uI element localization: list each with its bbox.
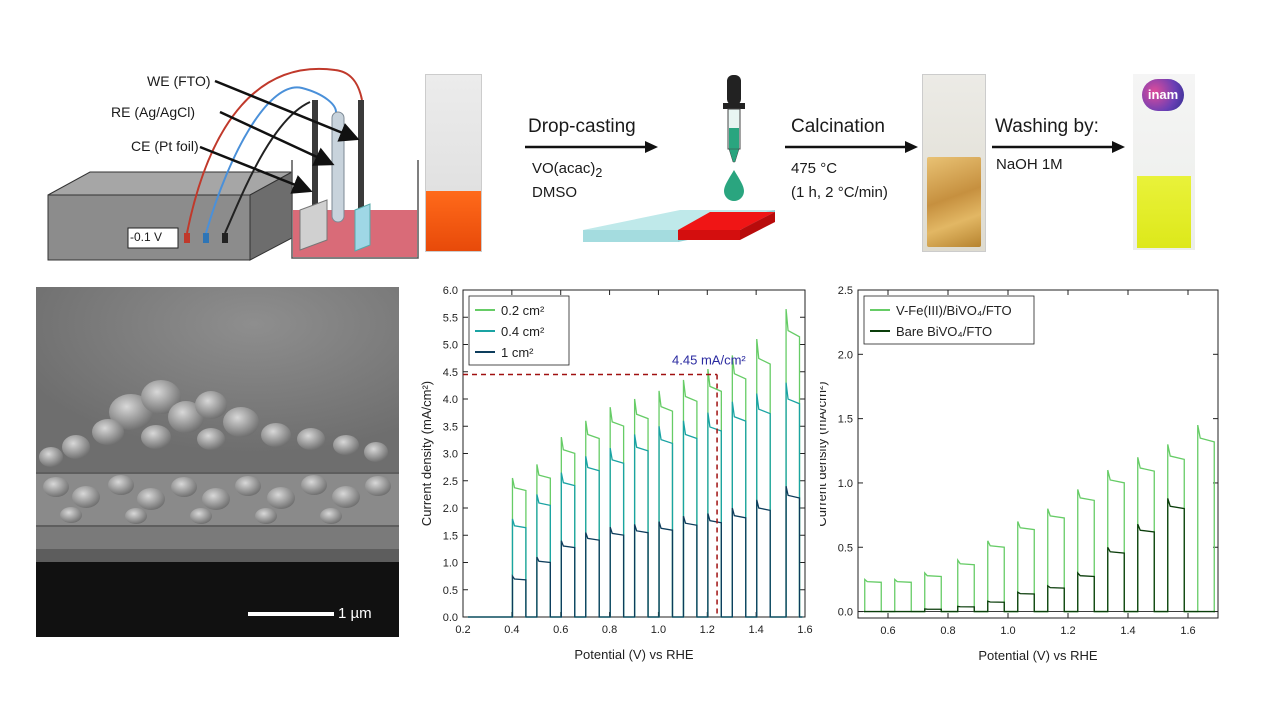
ce-label: CE (Pt foil) xyxy=(131,138,199,154)
step2-line1: 475 °C xyxy=(791,160,838,177)
y-tick-label: 6.0 xyxy=(443,285,458,297)
step1-line1: VO(acac)2 xyxy=(532,160,603,180)
annotation-label: 4.45 mA/cm² xyxy=(672,352,746,367)
x-tick-label: 0.2 xyxy=(455,624,470,636)
y-tick-label: 2.0 xyxy=(443,503,458,515)
y-tick-label: 1.0 xyxy=(443,558,458,570)
fto-substrate xyxy=(354,203,371,252)
y-tick-label: 0.0 xyxy=(838,607,853,619)
y-tick-label: 1.0 xyxy=(838,478,853,490)
legend-label-1: 0.4 cm² xyxy=(501,324,545,339)
we-pointer-arrow xyxy=(214,79,360,142)
x-tick-label: 1.2 xyxy=(700,624,715,636)
we-label: WE (FTO) xyxy=(147,73,211,89)
step1-line2: DMSO xyxy=(532,184,577,201)
y-tick-label: 5.5 xyxy=(443,312,458,324)
step2-arrow xyxy=(785,141,918,153)
step1-arrow xyxy=(525,141,658,153)
x-tick-label: 1.0 xyxy=(1000,625,1015,637)
dropper-bulb xyxy=(727,75,741,105)
y-axis-label: Current density (mA/cm²) xyxy=(820,381,829,526)
scale-bar-label: 1 µm xyxy=(338,605,372,622)
step1-title: Drop-casting xyxy=(528,116,636,137)
re-pointer-arrow xyxy=(219,110,335,166)
series-line-1 xyxy=(864,498,1215,613)
y-tick-label: 0.0 xyxy=(443,612,458,624)
y-tick-label: 2.5 xyxy=(838,285,853,297)
step2-title: Calcination xyxy=(791,116,885,137)
y-tick-label: 3.5 xyxy=(443,421,458,433)
y-tick-label: 1.5 xyxy=(838,414,853,426)
x-tick-label: 1.2 xyxy=(1060,625,1075,637)
sem-texture xyxy=(36,287,399,637)
x-axis-label: Potential (V) vs RHE xyxy=(978,648,1098,663)
re-label: RE (Ag/AgCl) xyxy=(111,104,196,120)
blue-wire xyxy=(205,86,337,234)
beaker xyxy=(291,160,419,259)
y-tick-label: 3.0 xyxy=(443,449,458,461)
x-tick-label: 1.0 xyxy=(651,624,666,636)
x-tick-label: 0.8 xyxy=(940,625,955,637)
yellow-film xyxy=(1137,176,1191,248)
x-tick-label: 0.6 xyxy=(880,625,895,637)
x-tick-label: 1.6 xyxy=(797,624,812,636)
series-line-2 xyxy=(467,486,803,618)
red-terminal xyxy=(184,233,190,243)
step3-arrow xyxy=(992,141,1125,153)
dropper-and-substrate xyxy=(583,75,775,242)
y-tick-label: 0.5 xyxy=(838,542,853,554)
pt-foil xyxy=(299,199,328,251)
inam-logo: inam xyxy=(1142,79,1184,111)
y-tick-label: 4.5 xyxy=(443,367,458,379)
vial-washed: inam xyxy=(1133,74,1195,250)
legend-label-1: Bare BiVO₄/FTO xyxy=(896,324,992,339)
sem-cross-section-image: 1 µm xyxy=(36,287,399,637)
red-coating xyxy=(678,212,775,230)
potentiostat-display xyxy=(127,227,179,249)
blue-terminal xyxy=(203,233,209,243)
black-terminal xyxy=(222,233,228,243)
y-tick-label: 5.0 xyxy=(443,340,458,352)
we-rod xyxy=(358,100,364,210)
ce-pointer-arrow xyxy=(199,145,313,194)
vial-calcined xyxy=(922,74,986,252)
y-tick-label: 2.5 xyxy=(443,476,458,488)
electrodeposition-setup-diagram xyxy=(47,67,419,261)
calcined-film xyxy=(927,157,981,247)
vial-deposited xyxy=(425,74,482,252)
step2-line2: (1 h, 2 °C/min) xyxy=(791,184,888,201)
scale-bar xyxy=(248,612,334,616)
step3-title: Washing by: xyxy=(995,116,1099,137)
plot-frame xyxy=(857,289,1219,619)
x-tick-label: 0.4 xyxy=(504,624,519,636)
legend-label-0: V-Fe(III)/BiVO₄/FTO xyxy=(896,303,1012,318)
black-wire xyxy=(224,101,311,234)
chart-area-dependence: 0.2 0.4 0.6 0.8 1.0 1.2 1.4 1.6 0.0 0.5 1.0 1.5 2.0 2… xyxy=(419,285,813,662)
chart-sample-comparison: 0.6 0.8 1.0 1.2 1.4 1.6 0.0 0.5 1.0 1.5 2.0 2.5 Pote… xyxy=(820,285,1219,663)
legend-label-0: 0.2 cm² xyxy=(501,303,545,318)
y-axis-label: Current density (mA/cm²) xyxy=(419,381,434,526)
y-tick-label: 4.0 xyxy=(443,394,458,406)
x-axis-label: Potential (V) vs RHE xyxy=(574,647,694,662)
x-tick-label: 0.8 xyxy=(602,624,617,636)
y-tick-label: 1.5 xyxy=(443,530,458,542)
x-tick-label: 0.6 xyxy=(553,624,568,636)
orange-film xyxy=(426,191,481,251)
potentiostat-display-text: -0.1 V xyxy=(130,230,163,244)
y-tick-label: 2.0 xyxy=(838,349,853,361)
x-tick-label: 1.6 xyxy=(1180,625,1195,637)
red-wire xyxy=(186,67,363,234)
x-tick-label: 1.4 xyxy=(1120,625,1135,637)
droplet xyxy=(724,170,744,201)
legend-label-2: 1 cm² xyxy=(501,345,534,360)
x-tick-label: 1.4 xyxy=(748,624,763,636)
step3-line1: NaOH 1M xyxy=(996,156,1063,173)
legend-box xyxy=(863,295,1035,345)
y-tick-label: 0.5 xyxy=(443,585,458,597)
